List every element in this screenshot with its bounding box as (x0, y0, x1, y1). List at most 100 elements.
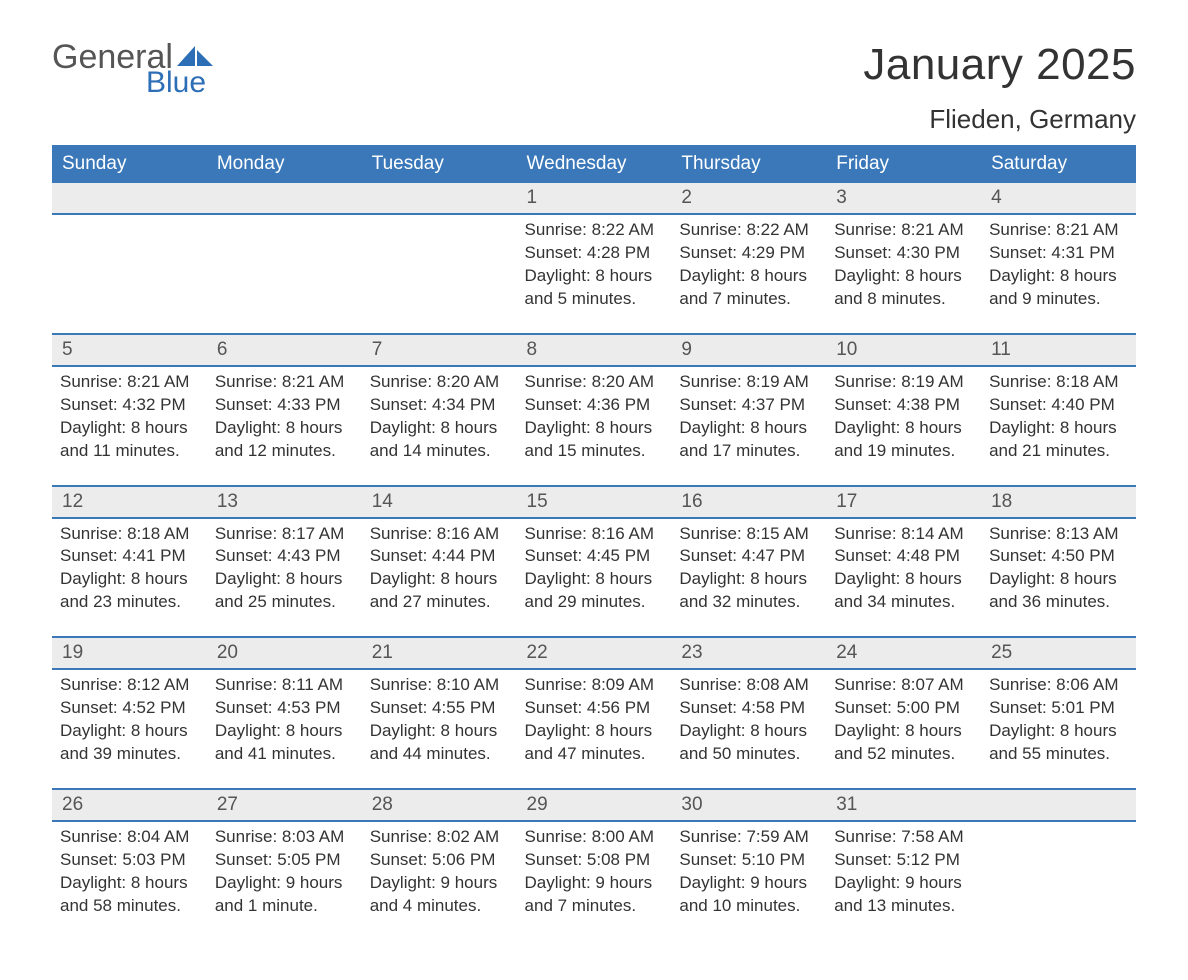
sunrise-line: Sunrise: 8:18 AM (989, 371, 1128, 394)
sunset-line: Sunset: 4:48 PM (834, 545, 973, 568)
day-number-cell (207, 183, 362, 214)
sunset-line: Sunset: 4:44 PM (370, 545, 509, 568)
day-number-cell: 21 (362, 637, 517, 669)
sunset-line: Sunset: 5:06 PM (370, 849, 509, 872)
sunset-line: Sunset: 4:36 PM (525, 394, 664, 417)
day-number-cell: 18 (981, 486, 1136, 518)
day-info-cell: Sunrise: 8:18 AMSunset: 4:41 PMDaylight:… (52, 518, 207, 638)
day-info-cell: Sunrise: 8:14 AMSunset: 4:48 PMDaylight:… (826, 518, 981, 638)
day-number: 10 (836, 339, 857, 360)
day-info-cell: Sunrise: 8:19 AMSunset: 4:38 PMDaylight:… (826, 366, 981, 486)
sunset-line: Sunset: 4:29 PM (679, 242, 818, 265)
day-info-cell: Sunrise: 8:13 AMSunset: 4:50 PMDaylight:… (981, 518, 1136, 638)
day-number-cell (52, 183, 207, 214)
day-info: Sunrise: 8:06 AMSunset: 5:01 PMDaylight:… (989, 670, 1128, 766)
day-number-cell: 2 (671, 183, 826, 214)
daylight-line: Daylight: 8 hours and 50 minutes. (679, 720, 818, 766)
sunset-line: Sunset: 4:33 PM (215, 394, 354, 417)
sunset-line: Sunset: 4:47 PM (679, 545, 818, 568)
sunrise-line: Sunrise: 8:22 AM (679, 219, 818, 242)
day-number: 8 (527, 339, 538, 360)
daylight-line: Daylight: 8 hours and 11 minutes. (60, 417, 199, 463)
day-number: 29 (527, 794, 548, 815)
day-info: Sunrise: 8:03 AMSunset: 5:05 PMDaylight:… (215, 822, 354, 918)
logo-text-blue: Blue (146, 68, 206, 98)
day-info: Sunrise: 8:21 AMSunset: 4:32 PMDaylight:… (60, 367, 199, 463)
day-number-cell: 5 (52, 334, 207, 366)
day-number-cell: 12 (52, 486, 207, 518)
sunrise-line: Sunrise: 8:13 AM (989, 523, 1128, 546)
day-info: Sunrise: 8:13 AMSunset: 4:50 PMDaylight:… (989, 519, 1128, 615)
daylight-line: Daylight: 9 hours and 13 minutes. (834, 872, 973, 918)
day-number: 19 (62, 642, 83, 663)
day-info: Sunrise: 8:14 AMSunset: 4:48 PMDaylight:… (834, 519, 973, 615)
day-info: Sunrise: 8:12 AMSunset: 4:52 PMDaylight:… (60, 670, 199, 766)
sunrise-line: Sunrise: 8:21 AM (60, 371, 199, 394)
day-number-cell: 16 (671, 486, 826, 518)
day-info: Sunrise: 8:21 AMSunset: 4:31 PMDaylight:… (989, 215, 1128, 311)
sunset-line: Sunset: 4:31 PM (989, 242, 1128, 265)
sunrise-line: Sunrise: 8:10 AM (370, 674, 509, 697)
sunrise-line: Sunrise: 8:21 AM (989, 219, 1128, 242)
day-number: 31 (836, 794, 857, 815)
day-number-cell: 15 (517, 486, 672, 518)
day-info-cell: Sunrise: 8:22 AMSunset: 4:28 PMDaylight:… (517, 214, 672, 334)
sunrise-line: Sunrise: 8:06 AM (989, 674, 1128, 697)
sunset-line: Sunset: 4:32 PM (60, 394, 199, 417)
sunset-line: Sunset: 4:55 PM (370, 697, 509, 720)
sunrise-line: Sunrise: 8:21 AM (834, 219, 973, 242)
sunrise-line: Sunrise: 7:58 AM (834, 826, 973, 849)
day-info-cell: Sunrise: 8:20 AMSunset: 4:34 PMDaylight:… (362, 366, 517, 486)
daylight-line: Daylight: 8 hours and 58 minutes. (60, 872, 199, 918)
daylight-line: Daylight: 8 hours and 12 minutes. (215, 417, 354, 463)
sunset-line: Sunset: 4:52 PM (60, 697, 199, 720)
daylight-line: Daylight: 8 hours and 39 minutes. (60, 720, 199, 766)
day-number-cell: 31 (826, 789, 981, 821)
day-info-cell: Sunrise: 8:21 AMSunset: 4:33 PMDaylight:… (207, 366, 362, 486)
sunrise-line: Sunrise: 8:07 AM (834, 674, 973, 697)
day-info: Sunrise: 8:22 AMSunset: 4:28 PMDaylight:… (525, 215, 664, 311)
day-info-cell: Sunrise: 8:00 AMSunset: 5:08 PMDaylight:… (517, 821, 672, 940)
day-number-cell: 27 (207, 789, 362, 821)
day-number: 20 (217, 642, 238, 663)
daynum-row: 12131415161718 (52, 486, 1136, 518)
daylight-line: Daylight: 8 hours and 29 minutes. (525, 568, 664, 614)
day-info: Sunrise: 8:21 AMSunset: 4:30 PMDaylight:… (834, 215, 973, 311)
day-number-cell: 11 (981, 334, 1136, 366)
day-number: 9 (681, 339, 692, 360)
daylight-line: Daylight: 8 hours and 15 minutes. (525, 417, 664, 463)
day-number-cell: 30 (671, 789, 826, 821)
day-info-cell: Sunrise: 8:06 AMSunset: 5:01 PMDaylight:… (981, 669, 1136, 789)
day-info-cell: Sunrise: 8:07 AMSunset: 5:00 PMDaylight:… (826, 669, 981, 789)
day-info: Sunrise: 8:10 AMSunset: 4:55 PMDaylight:… (370, 670, 509, 766)
day-info-cell: Sunrise: 8:20 AMSunset: 4:36 PMDaylight:… (517, 366, 672, 486)
day-info-cell: Sunrise: 8:22 AMSunset: 4:29 PMDaylight:… (671, 214, 826, 334)
day-number-cell (362, 183, 517, 214)
day-number: 18 (991, 491, 1012, 512)
weekday-header: Sunday (52, 145, 207, 183)
day-number: 12 (62, 491, 83, 512)
daylight-line: Daylight: 8 hours and 5 minutes. (525, 265, 664, 311)
day-number-cell: 28 (362, 789, 517, 821)
sunset-line: Sunset: 5:10 PM (679, 849, 818, 872)
sunrise-line: Sunrise: 8:09 AM (525, 674, 664, 697)
daylight-line: Daylight: 8 hours and 36 minutes. (989, 568, 1128, 614)
day-number: 27 (217, 794, 238, 815)
day-info-cell: Sunrise: 8:12 AMSunset: 4:52 PMDaylight:… (52, 669, 207, 789)
day-info-cell: Sunrise: 8:17 AMSunset: 4:43 PMDaylight:… (207, 518, 362, 638)
sunrise-line: Sunrise: 8:19 AM (679, 371, 818, 394)
day-number: 28 (372, 794, 393, 815)
day-number: 22 (527, 642, 548, 663)
day-info: Sunrise: 8:08 AMSunset: 4:58 PMDaylight:… (679, 670, 818, 766)
sunset-line: Sunset: 4:43 PM (215, 545, 354, 568)
day-info-cell: Sunrise: 8:08 AMSunset: 4:58 PMDaylight:… (671, 669, 826, 789)
day-info-row: Sunrise: 8:04 AMSunset: 5:03 PMDaylight:… (52, 821, 1136, 940)
calendar-table: Sunday Monday Tuesday Wednesday Thursday… (52, 145, 1136, 940)
day-number: 3 (836, 187, 847, 208)
day-info-cell: Sunrise: 8:18 AMSunset: 4:40 PMDaylight:… (981, 366, 1136, 486)
day-number: 11 (991, 339, 1011, 360)
day-info-cell: Sunrise: 8:15 AMSunset: 4:47 PMDaylight:… (671, 518, 826, 638)
sunrise-line: Sunrise: 8:20 AM (370, 371, 509, 394)
day-number-cell: 13 (207, 486, 362, 518)
day-info-cell: Sunrise: 8:10 AMSunset: 4:55 PMDaylight:… (362, 669, 517, 789)
